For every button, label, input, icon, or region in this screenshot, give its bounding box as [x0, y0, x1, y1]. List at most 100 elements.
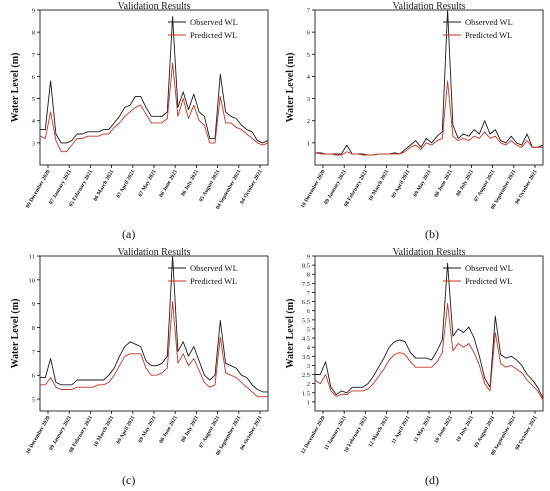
x-tick-label: 07 August 2021 — [473, 169, 496, 203]
x-tick-label: 06 October 2021 — [239, 415, 264, 451]
legend-label: Predicted WL — [190, 276, 237, 286]
x-tick-label: 08 June 2021 — [433, 169, 454, 199]
y-tick-label: 8 — [32, 325, 35, 332]
x-tick-label: 11 January 2021 — [323, 415, 348, 452]
x-tick-label: 10 March 2021 — [93, 415, 116, 449]
legend-label: Observed WL — [190, 17, 238, 27]
y-tick-label: 1 — [307, 140, 310, 147]
y-axis-label: Water Level (m) — [10, 53, 21, 123]
y-axis-label: Water Level (m) — [285, 299, 296, 369]
x-tick-label: 07 August 2021 — [198, 415, 221, 449]
y-tick-label: 5 — [32, 397, 35, 404]
series-line-predicted — [40, 300, 268, 398]
chart-panel-a: Validation Results 3 4 5 6 7 8 9 Water Level (m)… — [0, 0, 275, 245]
y-tick-label: 8.5 — [302, 263, 310, 270]
panel-label-d: (d) — [425, 473, 439, 487]
y-tick-label: 8 — [307, 272, 310, 279]
x-tick-label: 09 January 2021 — [48, 415, 73, 452]
y-tick-label: 6 — [307, 30, 311, 37]
chart-svg-b: Validation Results 1 2 3 4 5 6 7 Water Level (m)… — [285, 1, 544, 211]
x-tick-label: 11 May 2021 — [413, 415, 433, 444]
x-tick-label: 12 December 2020 — [300, 415, 327, 455]
legend-label: Observed WL — [190, 263, 238, 273]
y-tick-label: 3 — [307, 363, 310, 370]
y-tick-label: 11 — [29, 254, 35, 261]
x-tick-label: 08 February 2021 — [68, 415, 94, 454]
y-tick-label: 8 — [32, 30, 35, 37]
chart-svg-a: Validation Results 3 4 5 6 7 8 9 Water Level (m)… — [10, 1, 269, 211]
x-tick-label: 07 April 2021 — [116, 169, 137, 199]
panel-label-b: (b) — [425, 227, 439, 241]
y-tick-label: 7.5 — [302, 281, 310, 288]
y-tick-label: 7 — [32, 52, 36, 59]
x-tick-label: 09 May 2021 — [138, 415, 158, 444]
y-tick-label: 4 — [307, 74, 311, 81]
x-tick-label: 07 January 2021 — [48, 169, 73, 206]
x-tick-label: 09 August 2021 — [473, 415, 496, 449]
x-tick-label: 10 June 2021 — [433, 415, 454, 445]
x-tick-label: 08 June 2021 — [158, 415, 179, 445]
panel-label-a: (a) — [122, 227, 136, 241]
x-tick-label: 06 July 2021 — [180, 169, 200, 198]
series-line-observed — [315, 262, 544, 399]
y-tick-label: 7 — [307, 290, 311, 297]
chart-title: Validation Results — [117, 247, 190, 258]
y-tick-label: 6 — [32, 373, 36, 380]
y-tick-label: 2.5 — [302, 372, 310, 379]
y-axis-label: Water Level (m) — [285, 53, 296, 123]
x-tick-label: 09 April 2021 — [391, 169, 412, 199]
legend-label: Predicted WL — [465, 30, 512, 40]
chart-title: Validation Results — [392, 247, 465, 258]
y-tick-label: 7 — [32, 349, 36, 356]
x-tick-label: 06 October 2021 — [514, 169, 539, 205]
y-tick-label: 5 — [307, 326, 310, 333]
legend-label: Observed WL — [465, 17, 513, 27]
x-tick-label: 06 March 2021 — [93, 169, 116, 203]
y-tick-label: 9 — [32, 301, 35, 308]
chart-title: Validation Results — [117, 1, 190, 12]
chart-title: Validation Results — [392, 1, 465, 12]
y-tick-label: 3 — [32, 140, 35, 147]
y-tick-label: 10 — [29, 277, 36, 284]
chart-panel-d: Validation Results 1 1.5 2 2.5 3 3.5 4 4.5 5 5.5 6 6… — [275, 246, 550, 491]
chart-svg-c: Validation Results 5 6 7 8 9 10 11 Water Level (… — [10, 247, 269, 457]
y-tick-label: 6 — [32, 74, 36, 81]
chart-svg-d: Validation Results 1 1.5 2 2.5 3 3.5 4 4.5 5 5.5 6 6… — [285, 247, 544, 457]
legend-label: Observed WL — [465, 263, 513, 273]
y-tick-label: 5.5 — [302, 317, 310, 324]
x-tick-label: 09 May 2021 — [413, 169, 433, 198]
y-tick-label: 4.5 — [302, 336, 310, 343]
y-tick-label: 9 — [32, 8, 35, 15]
legend-label: Predicted WL — [190, 30, 237, 40]
y-tick-label: 3 — [307, 96, 310, 103]
y-tick-label: 4 — [307, 345, 311, 352]
x-tick-label: 05 August 2021 — [198, 169, 221, 203]
x-tick-label: 07 May 2021 — [138, 169, 158, 198]
y-tick-label: 6.5 — [302, 299, 310, 306]
x-tick-label: 08 July 2021 — [455, 169, 475, 198]
x-tick-label: 11 April 2021 — [391, 415, 412, 445]
x-tick-label: 04 October 2021 — [239, 169, 264, 205]
series-line-observed — [40, 16, 269, 144]
y-tick-label: 3.5 — [302, 354, 310, 361]
y-tick-label: 9 — [307, 254, 310, 261]
series-line-observed — [40, 255, 268, 393]
panel-label-c: (c) — [122, 473, 136, 487]
y-tick-label: 5 — [32, 96, 35, 103]
x-tick-label: 08 July 2021 — [180, 415, 200, 444]
y-tick-label: 5 — [307, 52, 310, 59]
x-tick-label: 09 January 2021 — [323, 169, 348, 206]
x-tick-label: 10 February 2021 — [343, 415, 369, 454]
series-line-predicted — [39, 62, 269, 153]
x-tick-label: 08 February 2021 — [343, 169, 369, 208]
series-line-predicted — [314, 80, 543, 156]
y-tick-label: 7 — [307, 8, 311, 15]
x-tick-label: 12 March 2021 — [368, 415, 391, 449]
legend-label: Predicted WL — [465, 276, 512, 286]
x-tick-label: 08 October 2021 — [514, 415, 539, 451]
y-tick-label: 4 — [32, 118, 36, 125]
y-tick-label: 2 — [307, 118, 310, 125]
x-tick-label: 09 April 2021 — [116, 415, 137, 445]
chart-panel-b: Validation Results 1 2 3 4 5 6 7 Water Level (m)… — [275, 0, 550, 245]
chart-panel-c: Validation Results 5 6 7 8 9 10 11 Water Level (… — [0, 246, 275, 491]
